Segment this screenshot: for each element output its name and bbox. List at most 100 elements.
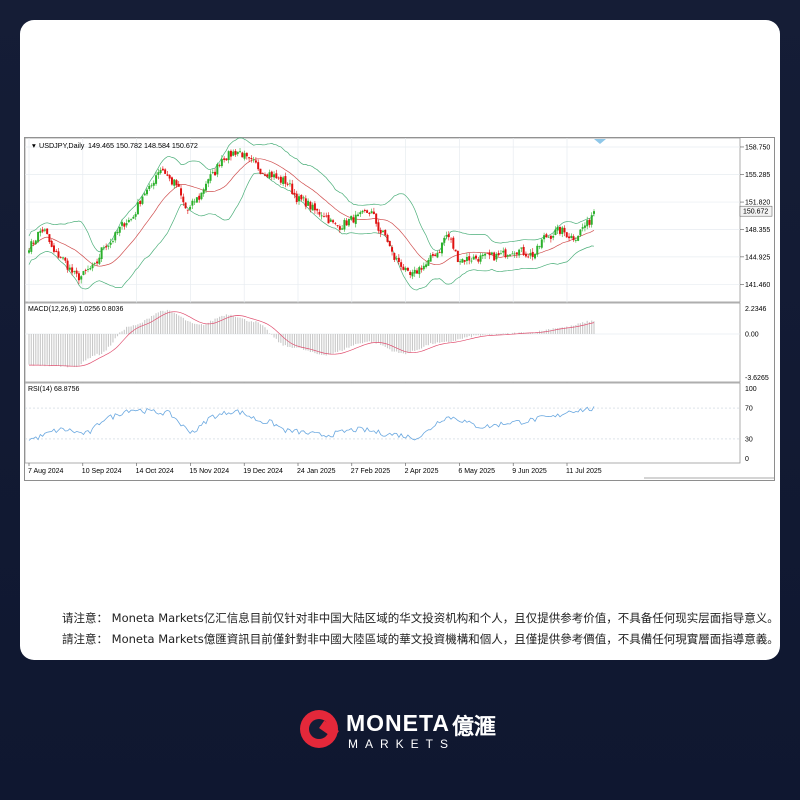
candle-body [232, 151, 235, 156]
macd-pane: 2.2346 0.00 -3.6265 MACD(12,26,9) 1.0256 0… [24, 302, 769, 383]
candle-body [198, 195, 201, 200]
candle-body [475, 255, 478, 259]
candle-body [141, 196, 144, 204]
candle-body [332, 220, 335, 223]
candle-body [515, 252, 518, 255]
candle-body [91, 264, 94, 269]
candle-body [59, 257, 62, 259]
candle-body [327, 214, 330, 224]
candle-body [175, 180, 178, 186]
time-tick-label: 24 Jan 2025 [297, 468, 336, 475]
candle-body [225, 158, 228, 161]
candle-body [30, 241, 33, 252]
candle-body [409, 271, 412, 275]
brand-chinese-name: 億滙 [452, 715, 497, 740]
candle-body [166, 174, 169, 176]
candle-body [436, 252, 439, 258]
candle-body [370, 211, 373, 214]
candle-body [93, 263, 96, 264]
candle-body [497, 252, 500, 256]
candle-body [236, 151, 239, 155]
candle-body [343, 219, 346, 230]
candle-body [234, 150, 237, 155]
price-tick-label: 141.460 [745, 282, 770, 289]
candle-body [229, 150, 232, 157]
macd-signal-line [29, 311, 595, 367]
candle-body [406, 267, 409, 271]
candle-body [145, 189, 148, 195]
candle-body [440, 242, 443, 254]
candle-body [577, 236, 580, 241]
candle-body [64, 257, 67, 261]
candle-body [456, 250, 459, 263]
time-tick-label: 9 Jun 2025 [512, 468, 547, 475]
candle-body [239, 151, 242, 153]
candle-body [411, 272, 414, 277]
candle-body [268, 172, 271, 179]
candle-body [431, 254, 434, 256]
candle-body [581, 227, 584, 229]
candle-body [386, 234, 389, 242]
candle-body [395, 258, 398, 260]
candle-body [211, 172, 214, 174]
candle-body [318, 211, 321, 215]
candle-body [180, 188, 183, 196]
candle-body [522, 246, 525, 255]
candle-body [86, 269, 89, 270]
candle-body [270, 171, 273, 178]
brand-subtitle: MARKETS [348, 737, 456, 751]
candle-body [266, 174, 269, 177]
candle-body [261, 172, 264, 174]
candle-body [586, 220, 589, 227]
rsi-tick-label: 70 [745, 406, 753, 413]
time-tick-label: 6 May 2025 [458, 468, 495, 475]
candle-body [502, 250, 505, 253]
candle-body [479, 255, 482, 262]
candle-body [524, 253, 527, 257]
macd-tick-label: 2.2346 [745, 306, 767, 313]
candle-body [202, 189, 205, 194]
candle-body [257, 162, 260, 170]
candle-body [350, 215, 353, 220]
candle-body [41, 229, 44, 232]
candle-body [173, 179, 176, 186]
candle-body [336, 225, 339, 227]
candle-body [454, 249, 457, 252]
time-tick-label: 27 Feb 2025 [351, 468, 390, 475]
price-tick-label: 158.750 [745, 144, 770, 151]
candle-body [443, 237, 446, 243]
candle-body [109, 242, 112, 245]
time-tick-label: 19 Dec 2024 [243, 468, 283, 475]
candle-body [293, 192, 296, 195]
price-tick-label: 148.355 [745, 227, 770, 234]
candle-body [50, 240, 53, 247]
candle-body [354, 214, 357, 224]
candle-body [139, 201, 142, 205]
candle-body [43, 229, 46, 231]
candle-body [304, 198, 307, 207]
candle-body [468, 256, 471, 261]
candle-body [216, 164, 219, 175]
candle-body [379, 229, 382, 234]
candle-body [66, 260, 69, 270]
candle-body [189, 206, 192, 210]
candle-body [84, 269, 87, 271]
rsi-tick-label: 30 [745, 436, 753, 443]
candle-body [34, 240, 37, 245]
candle-body [391, 247, 394, 252]
time-tick-label: 14 Oct 2024 [136, 468, 174, 475]
candle-body [291, 183, 294, 195]
rsi-label: RSI(14) 68.8756 [28, 386, 79, 393]
content-card: 158.750 155.285 151.820 148.355 144.925 141.4… [20, 20, 780, 660]
candle-body [565, 232, 568, 238]
candle-body [130, 219, 133, 221]
candle-body [570, 235, 573, 239]
candle-body [193, 201, 196, 203]
price-tick-label: 144.925 [745, 254, 770, 261]
candle-body [552, 235, 555, 238]
candle-body [359, 212, 362, 215]
candle-body [170, 177, 173, 185]
candle-body [77, 273, 80, 281]
candle-body [241, 152, 244, 158]
rsi-tick-label: 100 [745, 386, 757, 393]
